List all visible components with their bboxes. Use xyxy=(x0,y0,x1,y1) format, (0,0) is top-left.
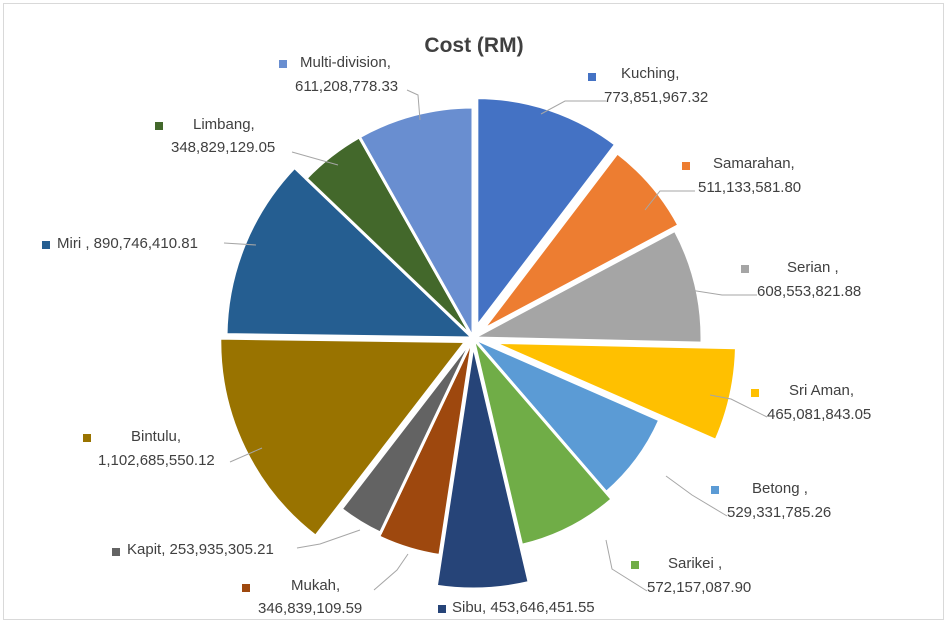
pie-slice-multi-division xyxy=(357,105,475,340)
data-label-name: Bintulu, xyxy=(131,428,181,445)
data-label-value: 1,102,685,550.12 xyxy=(98,452,215,469)
data-label-value: 346,839,109.59 xyxy=(258,600,362,617)
label-marker xyxy=(631,561,639,569)
label-marker xyxy=(42,241,50,249)
pie-slice-bintulu xyxy=(218,336,468,538)
data-label-name: Limbang, xyxy=(193,116,255,133)
leader-line xyxy=(229,447,263,463)
data-label-name: Mukah, xyxy=(291,577,340,594)
leader-lines xyxy=(223,89,768,592)
chart-title: Cost (RM) xyxy=(424,34,523,57)
label-marker xyxy=(279,60,287,68)
data-label-name: Kuching, xyxy=(621,65,679,82)
leader-line xyxy=(296,529,361,549)
pie-slices xyxy=(218,96,738,591)
label-marker xyxy=(682,162,690,170)
data-label-value: 348,829,129.05 xyxy=(171,139,275,156)
label-marker xyxy=(711,486,719,494)
data-label-value: 511,133,581.80 xyxy=(698,179,801,196)
data-label: Miri , 890,746,410.81 xyxy=(57,235,198,252)
data-label-value: 465,081,843.05 xyxy=(767,406,871,423)
label-marker xyxy=(155,122,163,130)
data-label-value: 572,157,087.90 xyxy=(647,579,751,596)
leader-line xyxy=(709,394,768,418)
pie-slice-mukah xyxy=(377,336,475,557)
leader-line xyxy=(291,151,339,166)
pie-slice-sri-aman xyxy=(491,340,738,442)
label-marker xyxy=(112,548,120,556)
data-label: Kapit, 253,935,305.21 xyxy=(127,541,274,558)
data-labels: Kuching, 773,851,967.32 Samarahan, 511,133,… xyxy=(42,54,871,617)
data-label-name: Multi-division, xyxy=(300,54,391,71)
label-marker xyxy=(751,389,759,397)
data-label-value: 773,851,967.32 xyxy=(604,89,708,106)
label-marker xyxy=(438,605,446,613)
leader-line xyxy=(540,100,606,115)
data-label-name: Samarahan, xyxy=(713,155,795,172)
data-label-value: 529,331,785.26 xyxy=(727,504,831,521)
data-label-name: Betong , xyxy=(752,480,808,497)
leader-line xyxy=(373,553,409,591)
label-marker xyxy=(588,73,596,81)
leader-line xyxy=(644,190,695,211)
data-label-value: 611,208,778.33 xyxy=(295,78,398,95)
pie-slice-kuching xyxy=(475,96,618,329)
label-marker xyxy=(741,265,749,273)
leader-line xyxy=(665,475,728,517)
data-label-name: Sarikei , xyxy=(668,555,722,572)
leader-line xyxy=(223,242,257,246)
pie-slice-serian xyxy=(471,228,704,345)
data-label-name: Serian , xyxy=(787,259,839,276)
leader-line xyxy=(605,539,648,592)
leader-line xyxy=(689,289,757,296)
data-label: Sibu, 453,646,451.55 xyxy=(452,599,595,616)
pie-slice-sibu xyxy=(434,342,531,591)
label-marker xyxy=(242,584,250,592)
pie-slice-samarahan xyxy=(480,151,681,332)
leader-line xyxy=(406,89,421,121)
data-label-name: Sri Aman, xyxy=(789,382,854,399)
data-label-value: 608,553,821.88 xyxy=(757,283,861,300)
pie-slice-sarikei xyxy=(471,336,614,547)
label-marker xyxy=(83,434,91,442)
pie-slice-kapit xyxy=(339,336,475,535)
